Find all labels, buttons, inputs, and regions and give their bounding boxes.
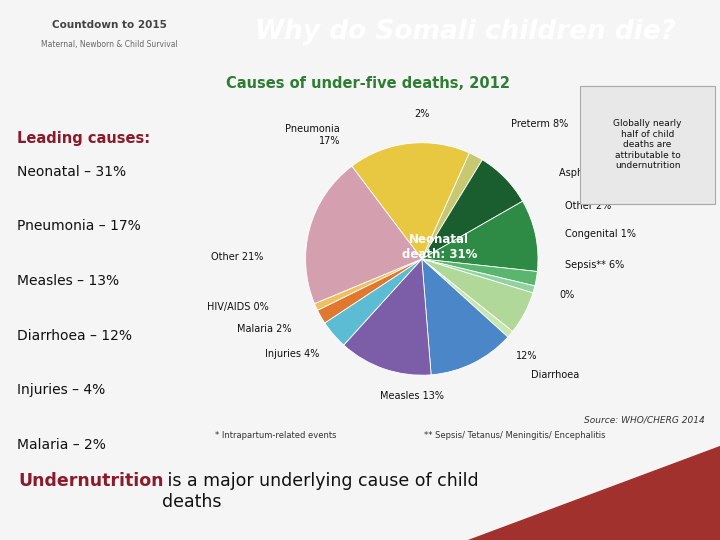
Text: 0%: 0% xyxy=(559,290,575,300)
Text: Diarrhoea: Diarrhoea xyxy=(531,370,580,380)
Text: Other 21%: Other 21% xyxy=(212,252,264,262)
Text: Why do Somali children die?: Why do Somali children die? xyxy=(255,19,675,45)
Text: Pneumonia
17%: Pneumonia 17% xyxy=(285,124,341,146)
Text: Congenital 1%: Congenital 1% xyxy=(564,229,636,239)
Text: Sepsis** 6%: Sepsis** 6% xyxy=(564,260,624,269)
Wedge shape xyxy=(318,259,422,323)
FancyBboxPatch shape xyxy=(580,86,715,204)
Text: Malaria – 2%: Malaria – 2% xyxy=(17,438,106,452)
Wedge shape xyxy=(422,259,535,293)
Wedge shape xyxy=(315,259,422,310)
Text: Measles – 13%: Measles – 13% xyxy=(17,274,119,288)
Text: Malaria 2%: Malaria 2% xyxy=(238,325,292,334)
Text: Other 2%: Other 2% xyxy=(564,201,611,211)
Text: Maternal, Newborn & Child Survival: Maternal, Newborn & Child Survival xyxy=(41,39,178,49)
Text: Measles 13%: Measles 13% xyxy=(379,391,444,401)
Wedge shape xyxy=(422,153,482,259)
Text: Pneumonia – 17%: Pneumonia – 17% xyxy=(17,219,140,233)
Wedge shape xyxy=(422,259,537,286)
Text: Diarrhoea – 12%: Diarrhoea – 12% xyxy=(17,328,132,342)
Text: Causes of under-five deaths, 2012: Causes of under-five deaths, 2012 xyxy=(225,76,510,91)
Wedge shape xyxy=(305,166,422,303)
Text: Undernutrition: Undernutrition xyxy=(18,472,163,490)
Text: Leading causes:: Leading causes: xyxy=(17,131,150,146)
Wedge shape xyxy=(422,259,508,375)
Text: 12%: 12% xyxy=(516,351,538,361)
Text: Globally nearly
half of child
deaths are
attributable to
undernutrition: Globally nearly half of child deaths are… xyxy=(613,119,682,170)
Text: ** Sepsis/ Tetanus/ Meningitis/ Encephalitis: ** Sepsis/ Tetanus/ Meningitis/ Encephal… xyxy=(424,431,606,440)
Text: Injuries 4%: Injuries 4% xyxy=(266,349,320,359)
Wedge shape xyxy=(422,201,538,272)
Text: Asphyxia* 10%: Asphyxia* 10% xyxy=(559,168,633,178)
Wedge shape xyxy=(343,259,431,375)
Wedge shape xyxy=(422,259,513,337)
Text: Source: WHO/CHERG 2014: Source: WHO/CHERG 2014 xyxy=(584,416,705,424)
Text: Neonatal – 31%: Neonatal – 31% xyxy=(17,165,126,179)
Wedge shape xyxy=(422,160,523,259)
Wedge shape xyxy=(352,143,469,259)
Wedge shape xyxy=(325,259,422,345)
Text: * Intrapartum-related events: * Intrapartum-related events xyxy=(215,431,337,440)
Text: Preterm 8%: Preterm 8% xyxy=(511,119,568,129)
Text: is a major underlying cause of child
deaths: is a major underlying cause of child dea… xyxy=(162,472,479,511)
Wedge shape xyxy=(422,259,533,332)
Text: Countdown to 2015: Countdown to 2015 xyxy=(52,19,167,30)
Text: 2%: 2% xyxy=(414,109,429,119)
Text: Neonatal
death: 31%: Neonatal death: 31% xyxy=(402,233,477,261)
Text: HIV/AIDS 0%: HIV/AIDS 0% xyxy=(207,301,269,312)
Text: Injuries – 4%: Injuries – 4% xyxy=(17,383,105,397)
Polygon shape xyxy=(468,446,720,540)
